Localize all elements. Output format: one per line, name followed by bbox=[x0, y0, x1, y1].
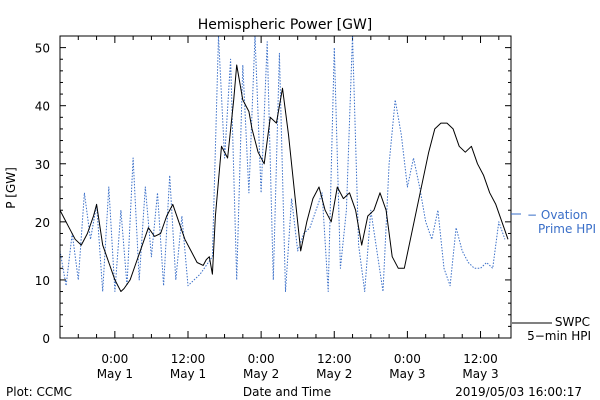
legend-swpc-line2: 5−min HPI bbox=[527, 329, 591, 343]
x-tick-date-label: May 3 bbox=[389, 367, 425, 381]
legend-ovation-line2: Prime HPI bbox=[538, 222, 596, 236]
x-tick-date-label: May 1 bbox=[170, 367, 206, 381]
x-tick-date-label: May 2 bbox=[243, 367, 279, 381]
plot-credit: Plot: CCMC bbox=[6, 385, 72, 399]
y-axis-label: P [GW] bbox=[4, 167, 18, 209]
legend-swpc-line1: SWPC bbox=[555, 315, 590, 329]
y-tick-label: 0 bbox=[42, 332, 50, 346]
x-tick-date-label: May 3 bbox=[462, 367, 498, 381]
y-axis: 0 10 20 30 40 50 bbox=[35, 42, 511, 346]
plot-timestamp: 2019/05/03 16:00:17 bbox=[455, 385, 582, 399]
x-tick-time-label: 12:00 bbox=[317, 352, 352, 366]
legend-swpc: SWPC 5−min HPI bbox=[512, 315, 591, 343]
x-tick-time-label: 0:00 bbox=[248, 352, 275, 366]
x-tick-time-label: 12:00 bbox=[171, 352, 206, 366]
x-tick-time-label: 0:00 bbox=[101, 352, 128, 366]
x-tick-date-label: May 2 bbox=[316, 367, 352, 381]
plot-frame bbox=[59, 35, 512, 339]
y-tick-label: 40 bbox=[35, 100, 50, 114]
x-axis-label: Date and Time bbox=[243, 385, 331, 399]
y-tick-label: 10 bbox=[35, 274, 50, 288]
series-ovation-prime-line bbox=[59, 35, 506, 292]
legend-ovation: − Ovation Prime HPI bbox=[511, 208, 596, 236]
chart-title: Hemispheric Power [GW] bbox=[198, 17, 373, 33]
y-tick-label: 50 bbox=[35, 42, 50, 56]
x-tick-time-label: 12:00 bbox=[463, 352, 498, 366]
legend-ovation-line1: − Ovation bbox=[527, 208, 588, 222]
x-tick-date-label: May 1 bbox=[97, 367, 133, 381]
x-tick-time-label: 0:00 bbox=[394, 352, 421, 366]
y-tick-label: 20 bbox=[35, 216, 50, 230]
series-swpc-line bbox=[59, 64, 509, 292]
y-tick-label: 30 bbox=[35, 158, 50, 172]
series-layer bbox=[59, 35, 509, 292]
